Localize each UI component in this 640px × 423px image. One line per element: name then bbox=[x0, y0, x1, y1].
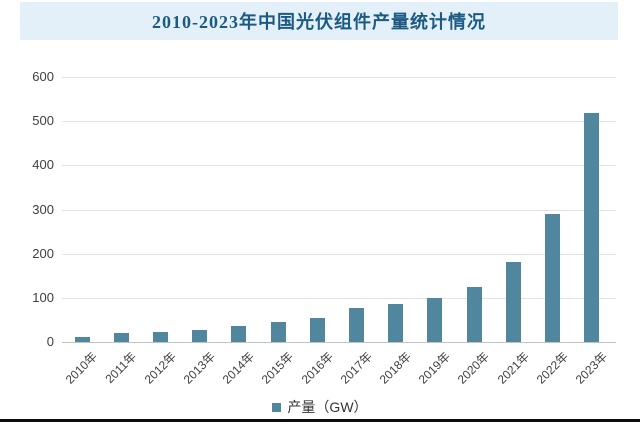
bar-2019 bbox=[427, 298, 443, 342]
bar-2014 bbox=[231, 326, 247, 342]
x-axis-label: 2019年 bbox=[415, 349, 454, 387]
bar-2013 bbox=[192, 329, 208, 342]
x-axis-label: 2011年 bbox=[102, 349, 140, 387]
bar-2017 bbox=[349, 308, 364, 342]
y-axis-tick-label: 0 bbox=[46, 334, 54, 349]
bar-2010 bbox=[74, 337, 90, 342]
y-axis-tick-label: 400 bbox=[32, 157, 54, 173]
gridline bbox=[62, 297, 616, 299]
x-axis-baseline bbox=[62, 342, 616, 343]
x-axis-label: 2021年 bbox=[494, 349, 532, 387]
x-axis-label: 2017年 bbox=[337, 349, 375, 387]
x-axis-label: 2014年 bbox=[219, 349, 258, 387]
x-axis-label: 2018年 bbox=[376, 349, 415, 387]
x-axis-label: 2013年 bbox=[180, 349, 218, 387]
x-axis-label: 2022年 bbox=[533, 349, 571, 387]
y-axis-tick-label: 200 bbox=[32, 245, 54, 261]
gridline bbox=[62, 253, 616, 255]
x-axis-label: 2010年 bbox=[63, 349, 101, 387]
bottom-border-line bbox=[0, 419, 640, 422]
y-axis-tick-label: 300 bbox=[32, 201, 54, 217]
legend: 产量（GW） bbox=[0, 397, 640, 417]
bar-2011 bbox=[113, 332, 129, 342]
y-axis-tick-label: 500 bbox=[32, 113, 54, 129]
legend-label: 产量（GW） bbox=[287, 399, 368, 415]
gridline bbox=[62, 165, 616, 167]
x-axis-label: 2020年 bbox=[455, 349, 493, 387]
bar-2020 bbox=[466, 286, 482, 342]
bar-2022 bbox=[545, 214, 561, 342]
x-axis-label: 2023年 bbox=[572, 349, 611, 387]
bar-2016 bbox=[309, 318, 325, 342]
gridline bbox=[62, 77, 616, 78]
bar-2023 bbox=[584, 113, 600, 342]
bar-2015 bbox=[270, 321, 286, 342]
bar-2012 bbox=[152, 331, 168, 342]
chart-title: 2010-2023年中国光伏组件产量统计情况 bbox=[20, 2, 618, 40]
x-axis-label: 2012年 bbox=[141, 349, 179, 387]
x-axis-label: 2016年 bbox=[298, 349, 336, 387]
bar-2018 bbox=[388, 304, 404, 342]
x-axis-label: 2015年 bbox=[259, 349, 297, 387]
y-axis-tick-label: 600 bbox=[32, 69, 54, 84]
bar-2021 bbox=[505, 261, 521, 342]
gridline bbox=[62, 209, 616, 211]
legend-marker-square bbox=[272, 402, 282, 412]
gridline bbox=[62, 121, 616, 123]
y-axis-tick-label: 100 bbox=[32, 289, 54, 305]
